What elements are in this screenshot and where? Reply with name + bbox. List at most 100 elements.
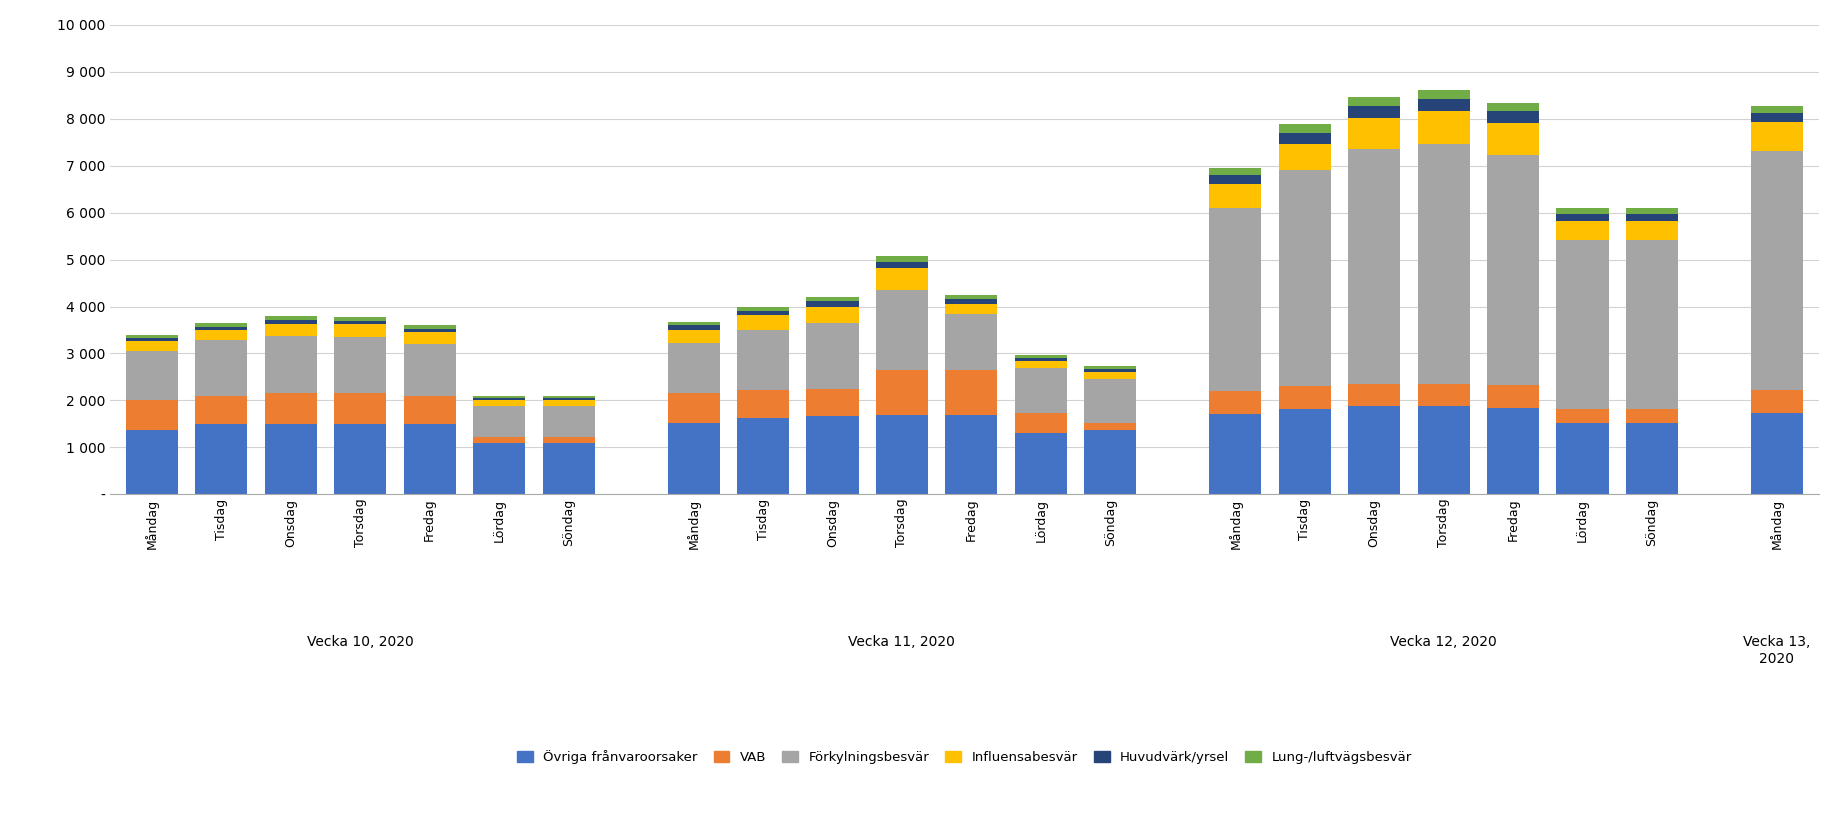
Bar — [1418, 90, 1470, 100]
Bar — [1348, 383, 1400, 406]
Bar — [806, 307, 858, 323]
Bar — [946, 304, 997, 314]
Bar — [1486, 123, 1539, 155]
Bar — [474, 406, 525, 437]
Bar — [474, 442, 525, 494]
Bar — [1751, 413, 1802, 494]
Bar — [127, 429, 178, 494]
Bar — [1556, 423, 1609, 494]
Bar — [667, 393, 720, 423]
Bar — [667, 343, 720, 393]
Bar — [265, 393, 316, 424]
Bar — [1556, 240, 1609, 409]
Bar — [737, 307, 790, 311]
Bar — [806, 416, 858, 494]
Bar — [265, 336, 316, 393]
Bar — [1348, 97, 1400, 106]
Bar — [806, 297, 858, 302]
Bar — [334, 424, 386, 494]
Bar — [737, 390, 790, 419]
Bar — [876, 290, 928, 370]
Bar — [876, 370, 928, 414]
Bar — [1084, 372, 1137, 379]
Bar — [1279, 409, 1330, 494]
Bar — [1084, 366, 1137, 369]
Bar — [1486, 111, 1539, 123]
Bar — [404, 424, 456, 494]
Bar — [265, 321, 316, 324]
Bar — [1209, 391, 1262, 414]
Bar — [474, 398, 525, 400]
Bar — [876, 255, 928, 262]
Bar — [334, 337, 386, 393]
Bar — [404, 332, 456, 344]
Bar — [195, 327, 248, 330]
Bar — [1418, 383, 1470, 406]
Bar — [1209, 414, 1262, 494]
Bar — [946, 295, 997, 299]
Bar — [474, 396, 525, 398]
Bar — [737, 419, 790, 494]
Bar — [1084, 429, 1137, 494]
Bar — [334, 325, 386, 337]
Bar — [1751, 123, 1802, 151]
Bar — [474, 400, 525, 406]
Bar — [404, 329, 456, 332]
Bar — [1751, 106, 1802, 113]
Bar — [1014, 413, 1067, 433]
Bar — [1209, 185, 1262, 208]
Bar — [1486, 155, 1539, 385]
Bar — [1626, 409, 1677, 423]
Bar — [334, 393, 386, 424]
Legend: Övriga frånvaroorsaker, VAB, Förkylningsbesvär, Influensabesvär, Huvudvärk/yrsel: Övriga frånvaroorsaker, VAB, Förkylnings… — [513, 745, 1416, 770]
Bar — [806, 323, 858, 389]
Bar — [404, 396, 456, 424]
Bar — [265, 316, 316, 321]
Bar — [806, 302, 858, 307]
Bar — [1279, 133, 1330, 144]
Bar — [334, 317, 386, 321]
Bar — [1486, 385, 1539, 408]
Bar — [195, 340, 248, 396]
Bar — [1418, 100, 1470, 111]
Bar — [1556, 221, 1609, 240]
Bar — [1279, 171, 1330, 386]
Bar — [876, 268, 928, 290]
Bar — [1751, 113, 1802, 123]
Bar — [1626, 208, 1677, 213]
Bar — [946, 314, 997, 370]
Bar — [265, 324, 316, 336]
Bar — [1626, 423, 1677, 494]
Bar — [1084, 369, 1137, 372]
Bar — [946, 414, 997, 494]
Bar — [195, 396, 248, 424]
Bar — [474, 437, 525, 442]
Bar — [1279, 124, 1330, 133]
Bar — [127, 351, 178, 400]
Bar — [1556, 208, 1609, 213]
Bar — [404, 344, 456, 396]
Bar — [1486, 103, 1539, 111]
Bar — [667, 325, 720, 330]
Bar — [127, 400, 178, 429]
Bar — [542, 400, 595, 406]
Bar — [1014, 358, 1067, 362]
Bar — [1014, 355, 1067, 358]
Text: Vecka 10, 2020: Vecka 10, 2020 — [307, 635, 413, 649]
Bar — [1348, 406, 1400, 494]
Text: Vecka 13,
2020: Vecka 13, 2020 — [1743, 635, 1811, 666]
Bar — [1348, 118, 1400, 148]
Bar — [1279, 144, 1330, 171]
Bar — [806, 389, 858, 416]
Bar — [667, 423, 720, 494]
Bar — [1556, 409, 1609, 423]
Bar — [737, 316, 790, 330]
Bar — [1209, 167, 1262, 175]
Bar — [1626, 213, 1677, 221]
Bar — [876, 414, 928, 494]
Bar — [127, 335, 178, 338]
Bar — [1084, 424, 1137, 429]
Bar — [1418, 406, 1470, 494]
Bar — [127, 341, 178, 351]
Bar — [737, 311, 790, 316]
